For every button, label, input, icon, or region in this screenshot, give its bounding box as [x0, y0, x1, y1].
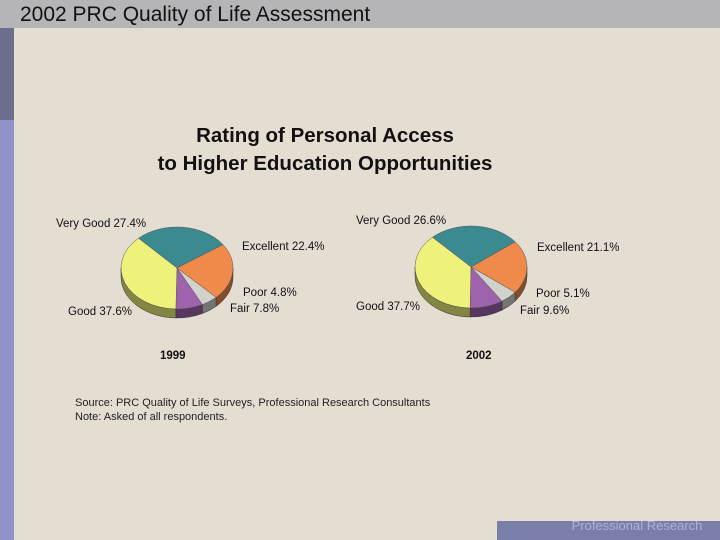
pie-1999-label-fair: Fair 7.8% [230, 303, 280, 315]
source-line: Source: PRC Quality of Life Surveys, Pro… [75, 397, 431, 409]
pie-1999-label-poor: Poor 4.8% [243, 287, 297, 299]
pie-1999-year-label: 1999 [160, 350, 186, 362]
pie-2002-label-fair: Fair 9.6% [520, 305, 570, 317]
pie-1999-label-good: Good 37.6% [68, 306, 132, 318]
pie-2002-year-label: 2002 [466, 350, 492, 362]
pie-1999-slice-good [120, 237, 178, 310]
pie-1999 [120, 226, 234, 319]
pie-1999-slice-very-good [138, 226, 224, 269]
pie-2002 [414, 225, 528, 318]
pie-2002-label-very-good: Very Good 26.6% [356, 215, 447, 227]
sidebar-accent-dark [0, 0, 14, 120]
footer-bar: Professional Research Consultants [497, 521, 720, 540]
sidebar-accent-light [0, 120, 14, 540]
pie-2002-slice-good [414, 236, 472, 309]
pie-2002-label-poor: Poor 5.1% [536, 288, 590, 300]
note-line: Note: Asked of all respondents. [75, 411, 228, 423]
chart-title: Rating of Personal Access to Higher Educ… [0, 122, 650, 178]
pie-1999-label-very-good: Very Good 27.4% [56, 218, 147, 230]
pie-1999-slice-excellent [176, 244, 234, 298]
pie-2002-slice-very-good [432, 225, 516, 268]
chart-title-line-2: to Higher Education Opportunities [157, 152, 493, 175]
pie-2002-label-good: Good 37.7% [356, 301, 420, 313]
pie-2002-label-excellent: Excellent 21.1% [537, 242, 620, 254]
page-title: 2002 PRC Quality of Life Assessment [20, 3, 371, 26]
pie-2002-slice-excellent [470, 241, 528, 293]
footer-text: Professional Research Consultants [571, 521, 703, 540]
pie-1999-label-excellent: Excellent 22.4% [242, 241, 325, 253]
chart-title-line-1: Rating of Personal Access [196, 124, 454, 147]
header-bar: 2002 PRC Quality of Life Assessment [0, 0, 720, 28]
source-notes: Source: PRC Quality of Life Surveys, Pro… [75, 396, 430, 424]
